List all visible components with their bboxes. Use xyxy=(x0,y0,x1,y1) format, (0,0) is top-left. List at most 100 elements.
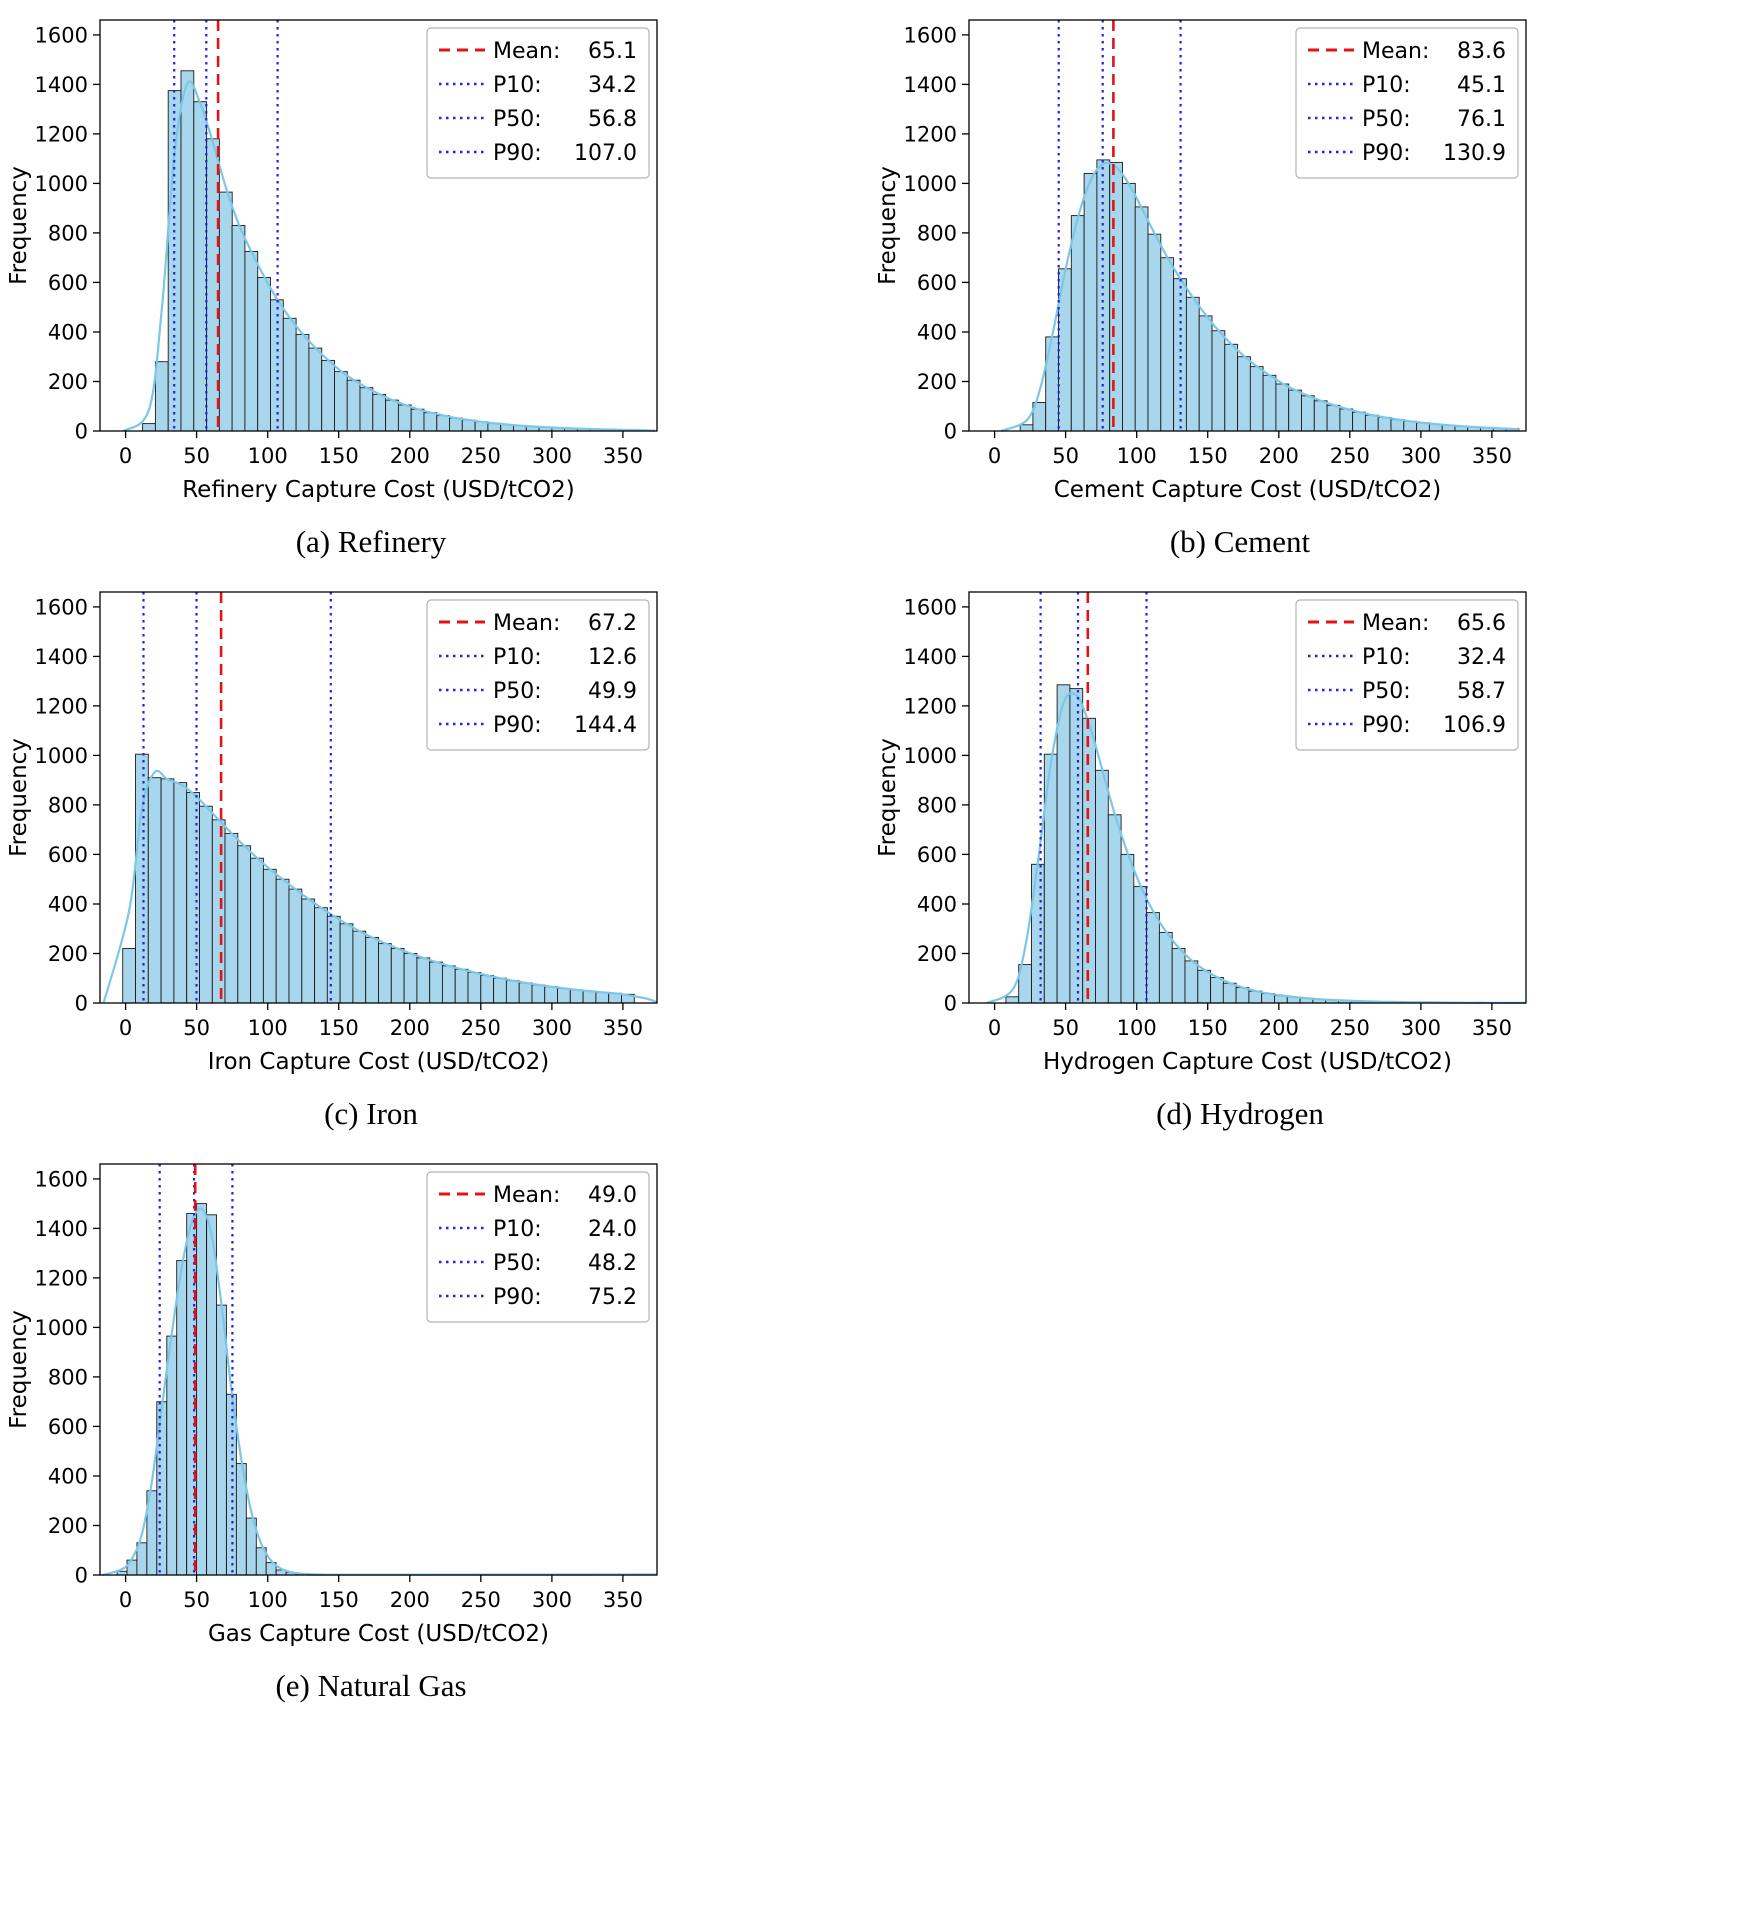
x-tick-label: 100 xyxy=(248,1016,288,1040)
x-tick-label: 50 xyxy=(183,1588,210,1612)
plot-border xyxy=(968,591,1527,1004)
plot-border xyxy=(99,19,658,432)
legend-entry-value: 106.9 xyxy=(1443,713,1506,738)
x-tick-label: 150 xyxy=(319,444,359,468)
x-axis-label: Iron Capture Cost (USD/tCO2) xyxy=(208,1049,550,1075)
x-tick-label: 200 xyxy=(390,444,430,468)
y-tick-label: 1400 xyxy=(35,73,88,97)
legend-entry-label: P90: xyxy=(493,713,542,738)
y-tick-label: 0 xyxy=(944,991,957,1015)
y-tick-label: 1000 xyxy=(35,172,88,196)
y-tick-label: 1200 xyxy=(904,122,957,146)
y-tick-label: 1200 xyxy=(35,1266,88,1290)
x-tick-label: 150 xyxy=(319,1016,359,1040)
y-tick-label: 1200 xyxy=(904,694,957,718)
y-tick-label: 200 xyxy=(917,370,957,394)
y-tick-label: 800 xyxy=(48,221,88,245)
x-tick-label: 350 xyxy=(603,444,643,468)
y-axis: 0 200 400 600 800 1000 1200 1400 1600 xyxy=(35,23,100,443)
y-tick-label: 1000 xyxy=(904,744,957,768)
chart-svg-hydrogen: 0 200 400 600 800 1000 1200 1400 1600 0 50 100 150 20… xyxy=(875,591,1527,1075)
y-tick-label: 600 xyxy=(48,271,88,295)
plot-border xyxy=(99,591,658,1004)
subplot-caption: (d) Hydrogen xyxy=(1156,1096,1324,1131)
y-axis: 0 200 400 600 800 1000 1200 1400 1600 xyxy=(904,595,969,1015)
x-tick-label: 0 xyxy=(119,1016,132,1040)
chart-natural-gas: 0 200 400 600 800 1000 1200 1400 1600 0 50 100 150 20… xyxy=(0,1150,742,1656)
legend-entry-value: 56.8 xyxy=(588,107,637,132)
x-tick-label: 150 xyxy=(1188,1016,1228,1040)
y-tick-label: 0 xyxy=(75,991,88,1015)
x-tick-label: 300 xyxy=(1401,1016,1441,1040)
legend-entry-value: 65.6 xyxy=(1457,611,1506,636)
y-tick-label: 600 xyxy=(917,843,957,867)
legend-entry-label: P90: xyxy=(493,141,542,166)
legend-entry-value: 34.2 xyxy=(588,73,637,98)
legend-entry-value: 65.1 xyxy=(588,39,637,64)
subplot-caption: (b) Cement xyxy=(1169,524,1311,559)
x-axis: 0 50 100 150 200 250 300 350 xyxy=(988,431,1512,468)
y-tick-label: 0 xyxy=(75,1563,88,1587)
y-tick-label: 1400 xyxy=(35,645,88,669)
legend-entry-label: P90: xyxy=(493,1285,542,1310)
y-axis-label: Frequency xyxy=(6,166,32,285)
x-tick-label: 0 xyxy=(119,1588,132,1612)
x-tick-label: 350 xyxy=(603,1588,643,1612)
x-tick-label: 100 xyxy=(1117,1016,1157,1040)
legend-entry-value: 58.7 xyxy=(1457,679,1506,704)
legend-entry-value: 49.9 xyxy=(588,679,637,704)
x-tick-label: 300 xyxy=(532,444,572,468)
subplot-refinery: 0 200 400 600 800 1000 1200 1400 1600 0 50 100 150 20… xyxy=(0,6,869,578)
legend-entry-value: 24.0 xyxy=(588,1217,637,1242)
x-tick-label: 300 xyxy=(532,1588,572,1612)
legend-entry-label: Mean: xyxy=(1362,611,1429,636)
chart-svg-natural-gas: 0 200 400 600 800 1000 1200 1400 1600 0 50 100 150 20… xyxy=(6,1163,658,1647)
x-tick-label: 50 xyxy=(183,1016,210,1040)
subplot-hydrogen: 0 200 400 600 800 1000 1200 1400 1600 0 50 100 150 20… xyxy=(869,578,1739,1150)
x-tick-label: 50 xyxy=(1052,444,1079,468)
subplot-caption: (a) Refinery xyxy=(295,524,447,559)
legend-entry-label: P50: xyxy=(493,1251,542,1276)
x-tick-label: 0 xyxy=(988,1016,1001,1040)
y-tick-label: 1600 xyxy=(35,23,88,47)
x-tick-label: 100 xyxy=(1117,444,1157,468)
legend-entry-value: 76.1 xyxy=(1457,107,1506,132)
chart-hydrogen: 0 200 400 600 800 1000 1200 1400 1600 0 50 100 150 20… xyxy=(869,578,1611,1084)
y-tick-label: 1000 xyxy=(35,1316,88,1340)
x-axis: 0 50 100 150 200 250 300 350 xyxy=(119,1575,643,1612)
legend-entry-label: Mean: xyxy=(1362,39,1429,64)
legend: Mean: 65.1 P10: 34.2 P50: 56.8 P90: 107.0 xyxy=(426,27,650,179)
x-axis: 0 50 100 150 200 250 300 350 xyxy=(119,431,643,468)
x-tick-label: 300 xyxy=(1401,444,1441,468)
chart-svg-refinery: 0 200 400 600 800 1000 1200 1400 1600 0 50 100 150 20… xyxy=(6,19,658,503)
legend-entry-label: P10: xyxy=(493,1217,542,1242)
y-tick-label: 400 xyxy=(917,892,957,916)
legend-entry-label: P50: xyxy=(493,679,542,704)
x-tick-label: 250 xyxy=(461,444,501,468)
chart-cement: 0 200 400 600 800 1000 1200 1400 1600 0 50 100 150 20… xyxy=(869,6,1611,512)
histogram-bars xyxy=(1019,159,1520,432)
x-tick-label: 0 xyxy=(119,444,132,468)
x-tick-label: 300 xyxy=(532,1016,572,1040)
y-tick-label: 200 xyxy=(48,942,88,966)
subplot-caption: (c) Iron xyxy=(324,1096,418,1131)
y-tick-label: 800 xyxy=(917,221,957,245)
y-tick-label: 600 xyxy=(48,1415,88,1439)
y-tick-label: 200 xyxy=(48,370,88,394)
chart-svg-cement: 0 200 400 600 800 1000 1200 1400 1600 0 50 100 150 20… xyxy=(875,19,1527,503)
legend-entry-value: 45.1 xyxy=(1457,73,1506,98)
x-tick-label: 150 xyxy=(319,1588,359,1612)
legend-entry-value: 83.6 xyxy=(1457,39,1506,64)
kde-curve xyxy=(1000,161,1520,433)
legend-entry-value: 75.2 xyxy=(588,1285,637,1310)
y-tick-label: 1600 xyxy=(35,595,88,619)
legend: Mean: 49.0 P10: 24.0 P50: 48.2 P90: 75.2 xyxy=(426,1171,650,1323)
y-tick-label: 400 xyxy=(48,320,88,344)
plot-border xyxy=(968,19,1527,432)
legend-entry-label: Mean: xyxy=(493,611,560,636)
y-axis: 0 200 400 600 800 1000 1200 1400 1600 xyxy=(35,1167,100,1587)
figure-grid: 0 200 400 600 800 1000 1200 1400 1600 0 50 100 150 20… xyxy=(0,6,1739,1703)
x-tick-label: 0 xyxy=(988,444,1001,468)
y-tick-label: 1400 xyxy=(35,1217,88,1241)
x-axis-label: Hydrogen Capture Cost (USD/tCO2) xyxy=(1043,1049,1452,1075)
